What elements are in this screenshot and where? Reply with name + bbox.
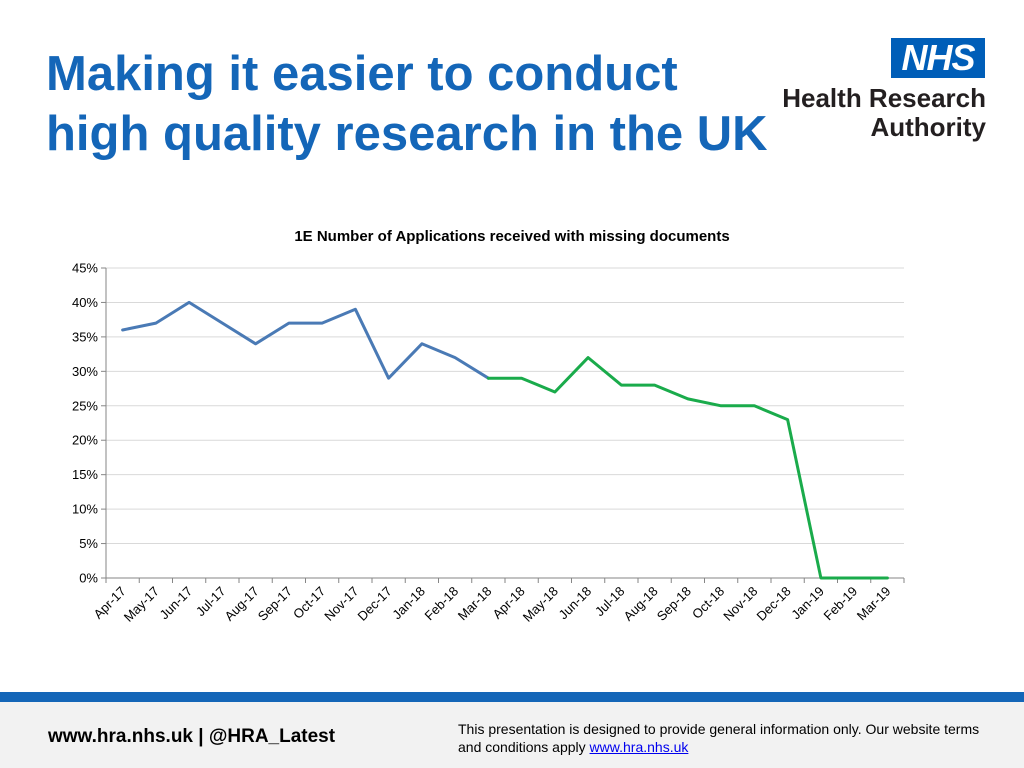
- x-tick-label: Oct-18: [689, 584, 727, 622]
- y-tick-label: 45%: [72, 261, 98, 276]
- x-tick-label: Jan-19: [788, 584, 827, 623]
- y-tick-label: 5%: [79, 536, 98, 551]
- x-tick-label: May-18: [520, 584, 561, 625]
- hra-website-link[interactable]: www.hra.nhs.uk: [589, 739, 689, 755]
- x-tick-label: Feb-19: [821, 584, 861, 624]
- footer: [0, 702, 1024, 768]
- nhs-hra-logo: NHS Health Research Authority: [780, 38, 986, 148]
- y-tick-label: 30%: [72, 364, 98, 379]
- x-tick-label: Jun-17: [157, 584, 196, 623]
- y-tick-label: 40%: [72, 295, 98, 310]
- title-line-1: Making it easier to conduct: [46, 47, 678, 101]
- nhs-logo-box: NHS: [891, 38, 985, 78]
- title-line-2: high quality research in the UK: [46, 107, 768, 161]
- footer-website-handle: www.hra.nhs.uk | @HRA_Latest: [48, 726, 336, 747]
- x-tick-label: Mar-19: [854, 584, 894, 624]
- series-line-segment-1: [121, 300, 490, 380]
- x-tick-label: Feb-18: [422, 584, 462, 624]
- x-tick-label: Aug-18: [620, 584, 660, 624]
- x-tick-label: Mar-18: [455, 584, 495, 624]
- chart-title: 1E Number of Applications received with …: [294, 228, 730, 245]
- y-tick-label: 0%: [79, 571, 98, 586]
- footer-disclaimer: This presentation is designed to provide…: [458, 720, 998, 756]
- x-tick-label: Dec-17: [354, 584, 394, 624]
- y-tick-label: 35%: [72, 329, 98, 344]
- x-tick-label: Nov-18: [720, 584, 760, 624]
- x-tick-label: Sep-18: [654, 584, 694, 624]
- x-tick-label: Dec-18: [753, 584, 793, 624]
- x-tick-label: May-17: [121, 584, 162, 625]
- x-tick-label: Sep-17: [255, 584, 295, 624]
- disclaimer-line-1: This presentation is designed to provide…: [458, 721, 980, 737]
- series-line-segment-2: [486, 356, 889, 580]
- x-tick-label: Oct-17: [290, 584, 328, 622]
- logo-org-line-2: Authority: [870, 112, 986, 142]
- y-tick-label: 10%: [72, 502, 98, 517]
- y-tick-label: 20%: [72, 433, 98, 448]
- line-chart: 0%5%10%15%20%25%30%35%40%45%Apr-17May-17…: [72, 261, 905, 625]
- x-tick-label: Jan-18: [389, 584, 428, 623]
- y-tick-label: 15%: [72, 467, 98, 482]
- x-tick-label: Nov-17: [321, 584, 361, 624]
- logo-org-line-1: Health Research: [782, 83, 986, 113]
- disclaimer-line-2: and conditions apply: [458, 739, 586, 755]
- x-tick-label: Aug-17: [221, 584, 261, 624]
- x-tick-label: Jun-18: [556, 584, 595, 623]
- slide-title: Making it easier to conduct high quality…: [46, 44, 826, 164]
- footer-accent-bar: [0, 692, 1024, 702]
- y-tick-label: 25%: [72, 398, 98, 413]
